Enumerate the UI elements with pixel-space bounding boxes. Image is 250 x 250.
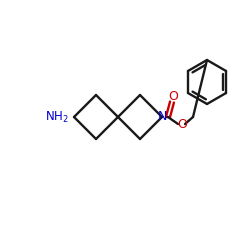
Text: NH$_2$: NH$_2$ <box>45 110 69 124</box>
Text: O: O <box>177 118 187 132</box>
Text: O: O <box>168 90 178 104</box>
Text: N: N <box>157 110 167 124</box>
